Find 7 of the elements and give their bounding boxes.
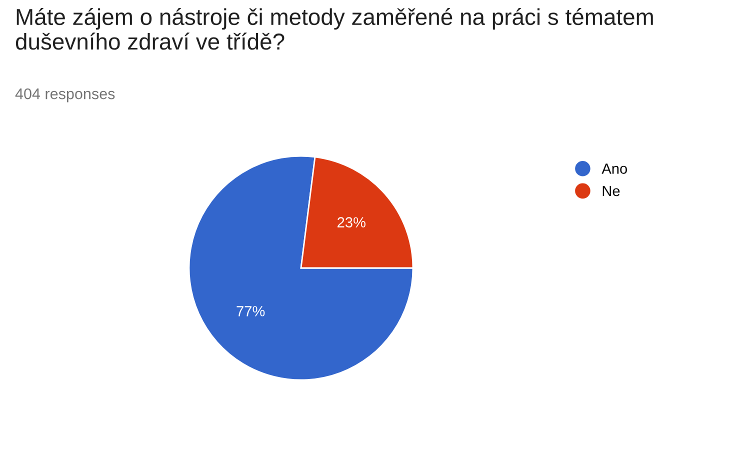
- text: 404 responses: [15, 88, 115, 102]
- legend-label: Ano: [602, 164, 628, 174]
- data-label: 77%: [236, 306, 265, 316]
- data-label: 23%: [338, 217, 366, 228]
- legend-label: Ne: [602, 186, 620, 196]
- chart-title: Máte zájem o nástroje či metody zaměřené na práci s tématem duševního zdraví ve třídě?: [16, 8, 653, 50]
- pie-slice: [188, 155, 414, 381]
